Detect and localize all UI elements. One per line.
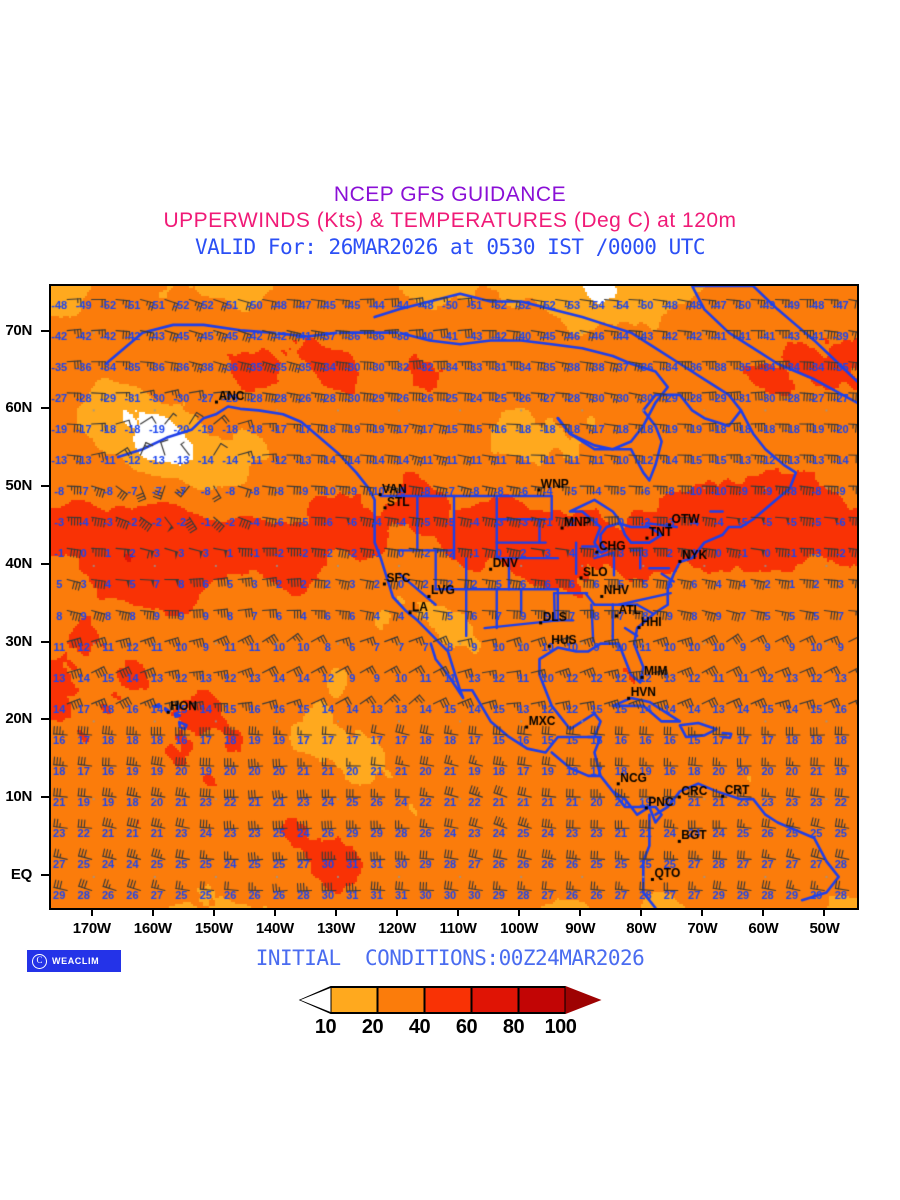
weaclim-logo: C WEACLIM	[27, 950, 121, 972]
lat-tick-label: 50N	[5, 477, 32, 495]
page-title: NCEP GFS GUIDANCE	[333, 183, 567, 206]
colorbar-cell	[518, 986, 566, 1014]
valid-time-line: VALID For: 26MAR2026 at 0530 IST /0000 U…	[194, 235, 706, 259]
colorbar-cell	[330, 986, 378, 1014]
lon-tick	[212, 908, 215, 916]
lon-tick-label: 50W	[809, 920, 840, 937]
lat-tick-label: 10N	[5, 788, 32, 806]
lon-tick	[273, 908, 276, 916]
lon-tick	[640, 908, 643, 916]
latitude-axis: 70N 60N 50N 40N 30N 20N 10N EQ	[0, 284, 50, 910]
lat-tick-label: 40N	[5, 554, 32, 572]
copyright-icon: C	[32, 953, 47, 969]
lat-tick	[41, 796, 50, 799]
lon-tick-label: 160W	[133, 920, 172, 937]
colorbar-tick-label: 20	[361, 1016, 384, 1038]
colorbar-under-arrow	[298, 986, 331, 1014]
colorbar-tick-labels: 10 20 40 60 80 100	[270, 1016, 584, 1039]
lon-tick	[90, 908, 93, 916]
colorbar-cell	[471, 986, 519, 1014]
lon-tick-label: 70W	[687, 920, 718, 937]
lat-tick-label: 70N	[5, 321, 32, 339]
lon-tick-label: 170W	[72, 920, 111, 937]
lon-tick-label: 120W	[378, 920, 417, 937]
lon-tick	[701, 908, 704, 916]
colorbar-block: 10 20 40 60 80 100	[0, 986, 900, 1046]
lon-tick-label: 130W	[316, 920, 355, 937]
lon-tick-label: 150W	[194, 920, 233, 937]
lon-tick	[579, 908, 582, 916]
lon-tick	[151, 908, 154, 916]
lat-tick-label: 60N	[5, 399, 32, 417]
page-subtitle: UPPERWINDS (Kts) & TEMPERATURES (Deg C) …	[163, 209, 737, 232]
lon-tick-label: 80W	[626, 920, 657, 937]
colorbar-over-arrow	[565, 986, 602, 1014]
map-plot-canvas	[51, 286, 857, 908]
lat-tick-label: EQ	[10, 865, 32, 883]
longitude-axis: 170W 160W 150W 140W 130W 120W 110W 100W 90W 80W 70…	[49, 908, 859, 938]
lon-tick	[457, 908, 460, 916]
lat-tick	[41, 718, 50, 721]
lon-tick	[334, 908, 337, 916]
lon-tick	[518, 908, 521, 916]
lon-tick-label: 90W	[565, 920, 596, 937]
lon-tick-label: 60W	[748, 920, 779, 937]
initial-conditions-label: INITIAL CONDITIONS:00Z24MAR2026	[255, 946, 645, 970]
lat-tick-label: 30N	[5, 632, 32, 650]
lat-tick	[41, 329, 50, 332]
colorbar-cell	[377, 986, 425, 1014]
colorbar-tick-label: 60	[455, 1016, 478, 1038]
weaclim-label: WEACLIM	[52, 956, 100, 966]
colorbar-tick-label: 40	[408, 1016, 431, 1038]
colorbar	[298, 986, 602, 1014]
lat-tick-label: 20N	[5, 710, 32, 728]
colorbar-cell	[424, 986, 472, 1014]
weather-map[interactable]	[49, 284, 859, 910]
lat-tick	[41, 562, 50, 565]
lat-tick	[41, 485, 50, 488]
lon-tick-label: 140W	[255, 920, 294, 937]
colorbar-tick-label: 100	[544, 1016, 577, 1038]
lon-tick	[762, 908, 765, 916]
lon-tick	[396, 908, 399, 916]
colorbar-tick-label: 10	[314, 1016, 337, 1038]
lon-tick	[823, 908, 826, 916]
lat-tick	[41, 640, 50, 643]
title-block: NCEP GFS GUIDANCE UPPERWINDS (Kts) & TEM…	[0, 182, 900, 260]
lat-tick	[41, 873, 50, 876]
lon-tick-label: 100W	[500, 920, 539, 937]
lon-tick-label: 110W	[439, 920, 477, 937]
colorbar-tick-label: 80	[502, 1016, 525, 1038]
lat-tick	[41, 407, 50, 410]
